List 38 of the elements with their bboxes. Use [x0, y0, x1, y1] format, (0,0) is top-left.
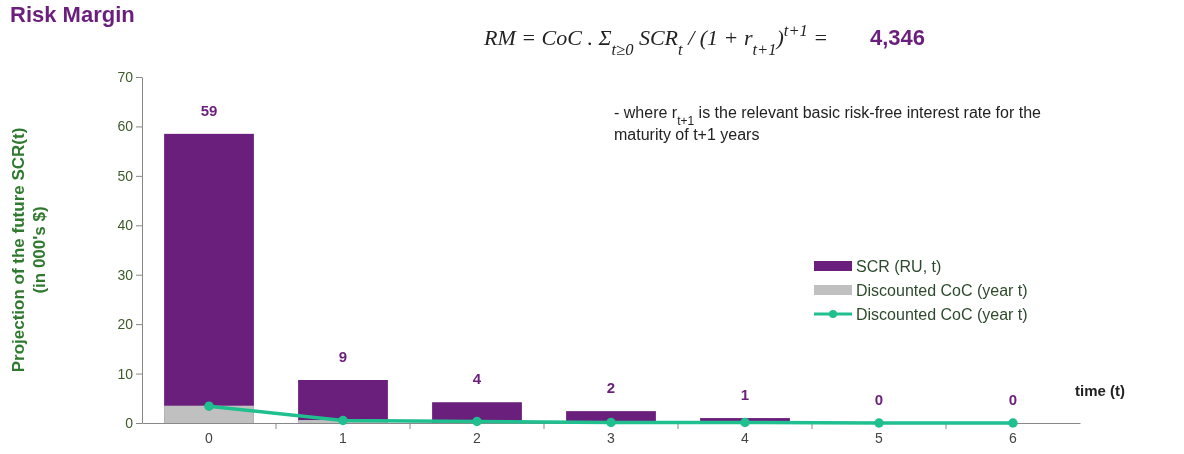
x-tick-label: 6 [1009, 429, 1018, 446]
point [740, 417, 750, 428]
y-axis-title: Projection of the future SCR(t) (in 000's $) [9, 127, 49, 373]
point [606, 417, 616, 428]
y-tick-label: 0 [125, 414, 134, 431]
data-label: 0 [1008, 391, 1018, 408]
point [874, 418, 884, 428]
data-label: 1 [740, 386, 750, 404]
y-tick-label: 60 [117, 118, 134, 135]
y-tick-label: 20 [117, 316, 134, 333]
data-label: 59 [200, 101, 218, 119]
x-tick-label: 2 [473, 429, 482, 446]
point [472, 416, 482, 427]
text: RM = CoC . Σ$_{t≥0}$ SCR$_{t}$ / (1 + r$_{t+1}$)$^{t+1}$ = [484, 20, 829, 59]
x-tick-label: 1 [339, 429, 348, 446]
x-axis-title: time (t) [1075, 382, 1125, 399]
legend-label: SCR (RU, t) [856, 258, 942, 275]
point [204, 401, 214, 411]
x-tick-label: 0 [205, 429, 214, 446]
point [1008, 418, 1018, 428]
data-label: 4 [472, 370, 482, 388]
legend-label: Discounted CoC (year t) [856, 306, 1028, 323]
chart-title: Risk Margin [10, 2, 135, 27]
legend-label: Discounted CoC (year t) [856, 282, 1028, 299]
data-label: 9 [338, 348, 348, 365]
text: 4,346 [870, 25, 926, 50]
data-label: 2 [606, 379, 616, 397]
data-label: 0 [874, 391, 884, 408]
x-tick-label: 4 [741, 429, 750, 446]
y-tick-label: 50 [117, 167, 134, 184]
y-tick-label: 10 [117, 365, 134, 382]
y-tick-label: 40 [117, 217, 134, 234]
x-tick-label: 3 [607, 429, 616, 446]
point [338, 415, 348, 426]
y-tick-label: 30 [117, 266, 134, 283]
annotation: - where r$_{t+1}$ is the relevant basic risk-free interest rate for the maturity of t+1 years [614, 104, 1042, 143]
x-tick-label: 5 [875, 429, 884, 446]
y-tick-label: 70 [117, 68, 134, 85]
